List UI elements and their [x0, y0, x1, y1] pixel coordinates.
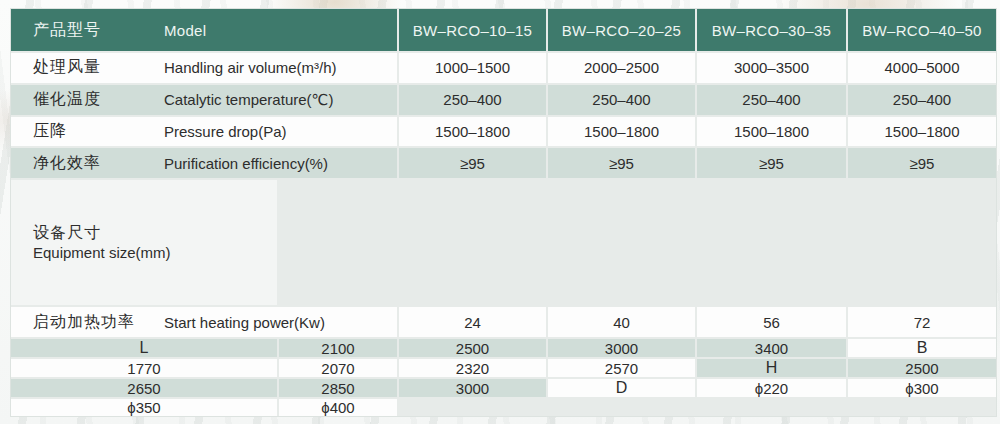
header-label-cn: 产品型号 — [33, 20, 164, 41]
row-label-cn: 催化温度 — [33, 89, 164, 110]
spec-value-cell: 2320 — [399, 359, 546, 377]
spec-value-cell: 3000 — [548, 339, 695, 357]
row-label-cn: 压降 — [33, 121, 164, 142]
spec-value-cell: 3000 — [399, 379, 546, 397]
spec-value-cell: 2650 — [11, 379, 277, 397]
row-label-cell: 净化效率 Purification efficiency(%) — [11, 148, 397, 178]
spec-value-cell: ≥95 — [848, 148, 996, 178]
model-header-cell: BW–RCO–10–15 — [399, 9, 546, 51]
spec-value-cell: 3400 — [697, 339, 846, 357]
spec-value-cell: 56 — [697, 307, 846, 337]
model-header-cell: BW–RCO–20–25 — [548, 9, 695, 51]
spec-value-cell: 4000–5000 — [848, 53, 996, 83]
header-label-cell: 产品型号 Model — [11, 9, 397, 51]
header-label-en: Model — [164, 22, 206, 39]
page: 产品型号 Model BW–RCO–10–15 BW–RCO–20–25 BW–… — [0, 0, 1000, 424]
dim-label-cell: L — [11, 339, 277, 357]
row-label-en: Catalytic temperature(℃) — [164, 91, 333, 109]
spec-value-cell: 2070 — [279, 359, 397, 377]
row-label-cn: 启动加热功率 — [33, 312, 164, 333]
row-label-cell: 催化温度 Catalytic temperature(℃) — [11, 85, 397, 115]
spec-value-cell: ϕ220 — [697, 379, 846, 397]
row-label-en: Pressure drop(Pa) — [164, 123, 287, 140]
spec-value-cell: 2500 — [399, 339, 546, 357]
spec-value-cell: 3000–3500 — [697, 53, 846, 83]
spec-value-cell: 1500–1800 — [548, 117, 695, 147]
equipment-size-label-en: Equipment size(mm) — [33, 243, 171, 263]
spec-value-cell: ≥95 — [399, 148, 546, 178]
row-label-cell: 处理风量 Handling air volume(m³/h) — [11, 53, 397, 83]
spec-value-cell: 72 — [848, 307, 996, 337]
dim-label-cell: B — [848, 339, 996, 357]
row-label-en: Purification efficiency(%) — [164, 155, 328, 172]
row-label-cn: 处理风量 — [33, 57, 164, 78]
spec-value-cell: 40 — [548, 307, 695, 337]
spec-value-cell: 1500–1800 — [399, 117, 546, 147]
spec-value-cell: ϕ350 — [11, 399, 277, 416]
spec-value-cell: 1000–1500 — [399, 53, 546, 83]
row-label-en: Start heating power(Kw) — [164, 314, 325, 331]
dim-label-cell: H — [697, 359, 846, 377]
model-header-cell: BW–RCO–40–50 — [848, 9, 996, 51]
spec-value-cell: 1500–1800 — [697, 117, 846, 147]
spec-value-cell: ϕ400 — [279, 399, 397, 416]
spec-value-cell: 2570 — [548, 359, 695, 377]
row-label-cn: 净化效率 — [33, 153, 164, 174]
spec-value-cell: 250–400 — [848, 85, 996, 115]
spec-value-cell: 2850 — [279, 379, 397, 397]
dim-label-cell: D — [548, 379, 695, 397]
equipment-size-label-cn: 设备尺寸 — [33, 223, 101, 244]
spec-value-cell: ≥95 — [548, 148, 695, 178]
spec-value-cell: 2100 — [279, 339, 397, 357]
spec-value-cell: 250–400 — [548, 85, 695, 115]
spec-value-cell: 250–400 — [399, 85, 546, 115]
spec-value-cell: ≥95 — [697, 148, 846, 178]
equipment-size-label-cell: 设备尺寸 Equipment size(mm) — [11, 180, 277, 305]
spec-value-cell: ϕ300 — [848, 379, 996, 397]
spec-table: 产品型号 Model BW–RCO–10–15 BW–RCO–20–25 BW–… — [10, 8, 997, 417]
spec-value-cell: 1500–1800 — [848, 117, 996, 147]
spec-value-cell: 250–400 — [697, 85, 846, 115]
spec-value-cell: 24 — [399, 307, 546, 337]
row-label-cell: 启动加热功率 Start heating power(Kw) — [11, 307, 397, 337]
row-label-en: Handling air volume(m³/h) — [164, 59, 337, 76]
spec-value-cell: 1770 — [11, 359, 277, 377]
model-header-cell: BW–RCO–30–35 — [697, 9, 846, 51]
row-label-cell: 压降 Pressure drop(Pa) — [11, 117, 397, 147]
spec-value-cell: 2500 — [848, 359, 996, 377]
spec-value-cell: 2000–2500 — [548, 53, 695, 83]
